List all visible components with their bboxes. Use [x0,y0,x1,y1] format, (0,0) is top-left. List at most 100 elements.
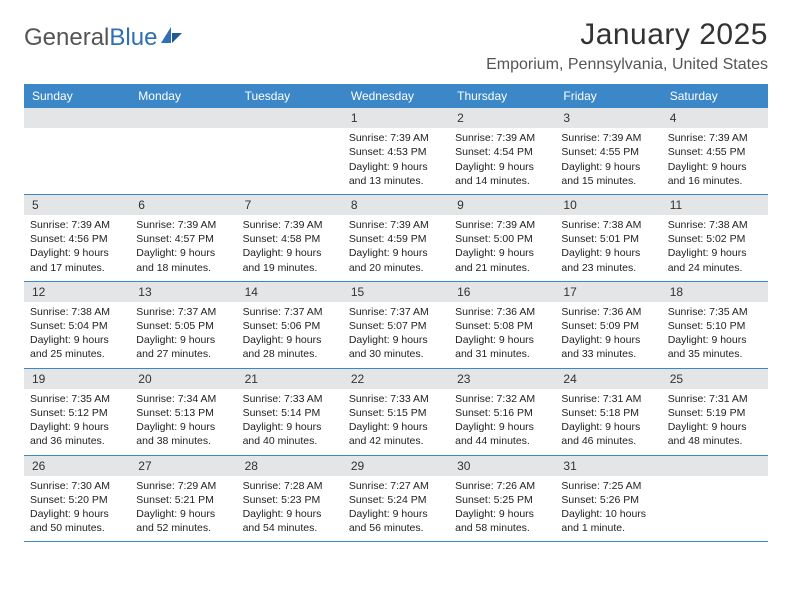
day-number: 9 [449,195,555,215]
daylight-text: Daylight: 9 hours and 24 minutes. [668,246,762,274]
sunrise-text: Sunrise: 7:39 AM [455,218,549,232]
day-cell: 14Sunrise: 7:37 AMSunset: 5:06 PMDayligh… [237,282,343,368]
weekday-header: Saturday [662,84,768,108]
daylight-text: Daylight: 9 hours and 54 minutes. [243,507,337,535]
daylight-text: Daylight: 9 hours and 42 minutes. [349,420,443,448]
day-number: 21 [237,369,343,389]
sunset-text: Sunset: 5:05 PM [136,319,230,333]
daylight-text: Daylight: 9 hours and 19 minutes. [243,246,337,274]
sunrise-text: Sunrise: 7:30 AM [30,479,124,493]
sunrise-text: Sunrise: 7:38 AM [561,218,655,232]
weekday-header-row: Sunday Monday Tuesday Wednesday Thursday… [24,84,768,108]
sunset-text: Sunset: 5:09 PM [561,319,655,333]
sunset-text: Sunset: 5:02 PM [668,232,762,246]
day-number: 28 [237,456,343,476]
sunset-text: Sunset: 5:00 PM [455,232,549,246]
day-cell: 23Sunrise: 7:32 AMSunset: 5:16 PMDayligh… [449,369,555,455]
daylight-text: Daylight: 9 hours and 17 minutes. [30,246,124,274]
sunrise-text: Sunrise: 7:37 AM [349,305,443,319]
sunset-text: Sunset: 5:25 PM [455,493,549,507]
day-cell: 9Sunrise: 7:39 AMSunset: 5:00 PMDaylight… [449,195,555,281]
sunrise-text: Sunrise: 7:31 AM [561,392,655,406]
day-cell: 18Sunrise: 7:35 AMSunset: 5:10 PMDayligh… [662,282,768,368]
sunrise-text: Sunrise: 7:26 AM [455,479,549,493]
header-row: GeneralBlue January 2025 Emporium, Penns… [24,18,768,74]
sunrise-text: Sunrise: 7:39 AM [349,131,443,145]
sunrise-text: Sunrise: 7:28 AM [243,479,337,493]
day-number: 27 [130,456,236,476]
sunrise-text: Sunrise: 7:36 AM [561,305,655,319]
day-cell: 3Sunrise: 7:39 AMSunset: 4:55 PMDaylight… [555,108,661,194]
daylight-text: Daylight: 9 hours and 23 minutes. [561,246,655,274]
day-cell: 24Sunrise: 7:31 AMSunset: 5:18 PMDayligh… [555,369,661,455]
week-row: 12Sunrise: 7:38 AMSunset: 5:04 PMDayligh… [24,282,768,369]
daylight-text: Daylight: 10 hours and 1 minute. [561,507,655,535]
sunset-text: Sunset: 5:10 PM [668,319,762,333]
day-cell: 29Sunrise: 7:27 AMSunset: 5:24 PMDayligh… [343,456,449,542]
day-cell: 17Sunrise: 7:36 AMSunset: 5:09 PMDayligh… [555,282,661,368]
sunrise-text: Sunrise: 7:37 AM [243,305,337,319]
day-number: 8 [343,195,449,215]
sunset-text: Sunset: 5:01 PM [561,232,655,246]
sunrise-text: Sunrise: 7:33 AM [243,392,337,406]
day-number: 29 [343,456,449,476]
sunrise-text: Sunrise: 7:39 AM [136,218,230,232]
sunrise-text: Sunrise: 7:34 AM [136,392,230,406]
sunrise-text: Sunrise: 7:39 AM [243,218,337,232]
daylight-text: Daylight: 9 hours and 27 minutes. [136,333,230,361]
sunrise-text: Sunrise: 7:37 AM [136,305,230,319]
day-cell: 2Sunrise: 7:39 AMSunset: 4:54 PMDaylight… [449,108,555,194]
day-number [237,108,343,128]
calendar-grid: Sunday Monday Tuesday Wednesday Thursday… [24,84,768,542]
day-cell: 15Sunrise: 7:37 AMSunset: 5:07 PMDayligh… [343,282,449,368]
sunset-text: Sunset: 5:23 PM [243,493,337,507]
day-number [24,108,130,128]
day-cell: 21Sunrise: 7:33 AMSunset: 5:14 PMDayligh… [237,369,343,455]
sunset-text: Sunset: 4:55 PM [668,145,762,159]
sunset-text: Sunset: 5:13 PM [136,406,230,420]
day-number: 10 [555,195,661,215]
day-cell: 7 Sunrise: 7:39 AMSunset: 4:58 PMDaylight… [237,195,343,281]
day-cell: 25Sunrise: 7:31 AMSunset: 5:19 PMDayligh… [662,369,768,455]
sunset-text: Sunset: 5:19 PM [668,406,762,420]
logo-text-blue: Blue [109,24,157,52]
day-number: 24 [555,369,661,389]
day-cell: 27Sunrise: 7:29 AMSunset: 5:21 PMDayligh… [130,456,236,542]
sunset-text: Sunset: 4:55 PM [561,145,655,159]
day-cell: 12Sunrise: 7:38 AMSunset: 5:04 PMDayligh… [24,282,130,368]
day-number: 30 [449,456,555,476]
sunset-text: Sunset: 5:24 PM [349,493,443,507]
weeks-container: 1Sunrise: 7:39 AMSunset: 4:53 PMDaylight… [24,108,768,542]
sunrise-text: Sunrise: 7:39 AM [349,218,443,232]
day-cell: 28 Sunrise: 7:28 AMSunset: 5:23 PMDayligh… [237,456,343,542]
sunset-text: Sunset: 5:12 PM [30,406,124,420]
day-cell: 20Sunrise: 7:34 AMSunset: 5:13 PMDayligh… [130,369,236,455]
daylight-text: Daylight: 9 hours and 35 minutes. [668,333,762,361]
sunset-text: Sunset: 5:20 PM [30,493,124,507]
sunset-text: Sunset: 4:54 PM [455,145,549,159]
sunrise-text: Sunrise: 7:39 AM [455,131,549,145]
daylight-text: Daylight: 9 hours and 58 minutes. [455,507,549,535]
day-cell: 10 Sunrise: 7:38 AMSunset: 5:01 PMDayligh… [555,195,661,281]
weekday-header: Tuesday [237,84,343,108]
day-number: 23 [449,369,555,389]
sunset-text: Sunset: 5:04 PM [30,319,124,333]
day-cell: 1Sunrise: 7:39 AMSunset: 4:53 PMDaylight… [343,108,449,194]
daylight-text: Daylight: 9 hours and 18 minutes. [136,246,230,274]
sail-icon [159,24,185,52]
week-row: 26Sunrise: 7:30 AMSunset: 5:20 PMDayligh… [24,456,768,543]
day-number: 7 [237,195,343,215]
sunset-text: Sunset: 5:21 PM [136,493,230,507]
sunset-text: Sunset: 4:53 PM [349,145,443,159]
week-row: 19Sunrise: 7:35 AMSunset: 5:12 PMDayligh… [24,369,768,456]
month-title: January 2025 [486,18,768,52]
sunrise-text: Sunrise: 7:38 AM [30,305,124,319]
sunrise-text: Sunrise: 7:29 AM [136,479,230,493]
day-number: 2 [449,108,555,128]
daylight-text: Daylight: 9 hours and 40 minutes. [243,420,337,448]
logo: GeneralBlue [24,18,185,52]
day-cell: 19Sunrise: 7:35 AMSunset: 5:12 PMDayligh… [24,369,130,455]
sunset-text: Sunset: 4:58 PM [243,232,337,246]
sunrise-text: Sunrise: 7:27 AM [349,479,443,493]
sunset-text: Sunset: 5:07 PM [349,319,443,333]
